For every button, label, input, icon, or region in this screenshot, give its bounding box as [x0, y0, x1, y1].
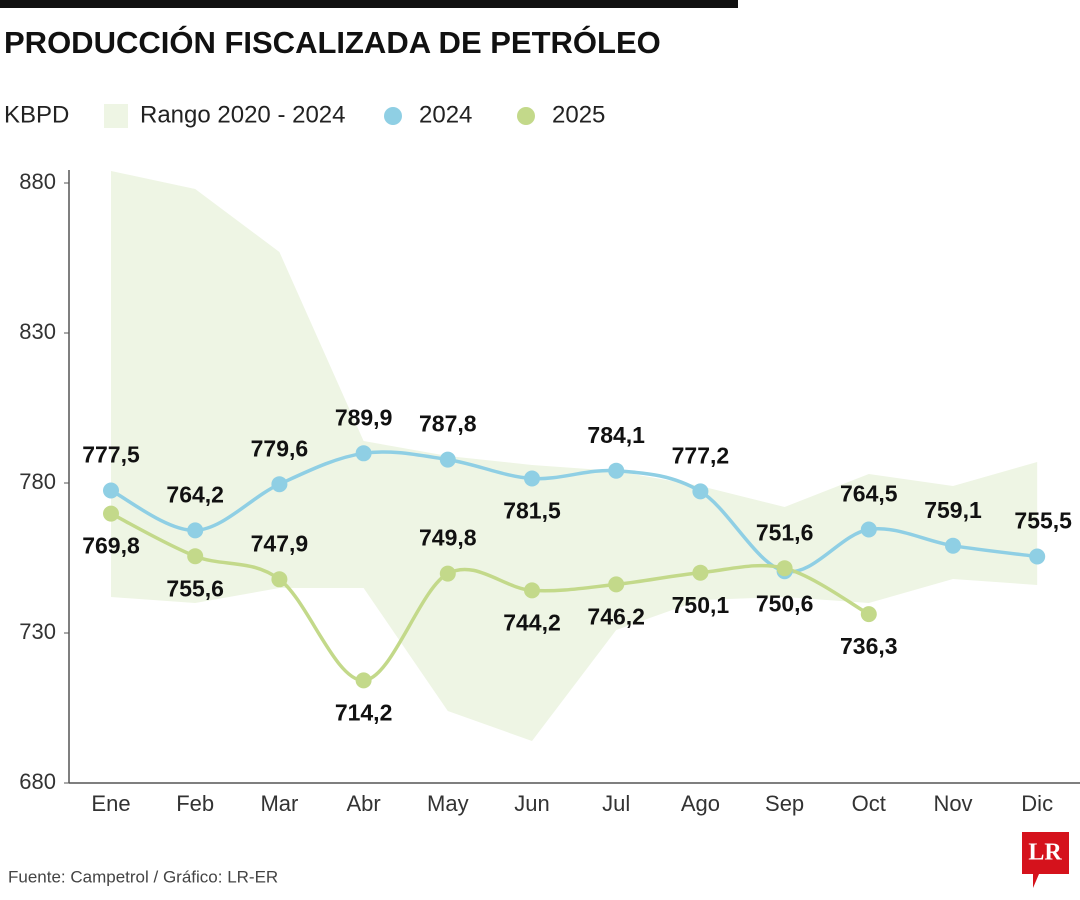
data-point: [187, 548, 204, 565]
logo-text: LR: [1028, 840, 1062, 866]
data-point: [271, 571, 288, 588]
data-label: 779,6: [251, 435, 309, 461]
data-label: 777,2: [672, 442, 730, 468]
data-point: [439, 565, 456, 582]
x-tick-label: Feb: [176, 791, 214, 816]
data-label: 755,6: [166, 575, 224, 601]
data-label: 744,2: [503, 609, 561, 635]
range-band: [111, 171, 1038, 741]
x-tick-label: Jun: [514, 791, 549, 816]
source: Fuente: Campetrol / Gráfico: LR-ER: [8, 867, 278, 886]
y-tick-label: 730: [19, 619, 56, 644]
legend-swatch: [104, 104, 128, 128]
x-tick-label: Sep: [765, 791, 804, 816]
logo: LR: [1022, 832, 1069, 888]
x-tick-label: Ago: [681, 791, 720, 816]
legend-label: Rango 2020 - 2024: [140, 101, 346, 128]
series-line: [110, 512, 870, 683]
data-point: [860, 521, 877, 538]
data-point: [692, 564, 709, 581]
chart-title: PRODUCCIÓN FISCALIZADA DE PETRÓLEO: [4, 24, 661, 60]
data-label: 764,2: [166, 481, 224, 507]
data-label: 789,9: [335, 404, 393, 430]
legend-swatch: [517, 107, 535, 125]
data-point: [355, 445, 372, 462]
legend-label: 2025: [552, 101, 605, 128]
y-tick-label: 780: [19, 469, 56, 494]
data-label: 755,5: [1014, 508, 1072, 534]
data-label: 784,1: [587, 422, 645, 448]
y-tick-label: 880: [19, 169, 56, 194]
x-tick-label: Oct: [852, 791, 886, 816]
data-point: [1029, 548, 1046, 565]
x-tick-label: Jul: [602, 791, 630, 816]
data-point: [271, 476, 288, 493]
y-axis-label: KBPD: [4, 101, 69, 128]
data-label: 781,5: [503, 498, 561, 524]
y-tick-label: 830: [19, 319, 56, 344]
data-label: 750,1: [672, 592, 730, 618]
data-label: 736,3: [840, 633, 898, 659]
legend-label: 2024: [419, 101, 472, 128]
data-point: [187, 522, 204, 539]
data-label: 764,5: [840, 481, 898, 507]
data-label: 714,2: [335, 699, 393, 725]
data-label: 746,2: [587, 603, 645, 629]
data-label: 787,8: [419, 411, 477, 437]
data-point: [439, 451, 456, 468]
data-point: [945, 537, 961, 554]
data-point: [103, 482, 119, 499]
data-label: 777,5: [82, 442, 140, 468]
x-tick-label: Nov: [933, 791, 972, 816]
data-label: 750,6: [756, 590, 814, 616]
data-point: [608, 462, 625, 479]
data-point: [860, 606, 877, 623]
x-tick-label: Dic: [1021, 791, 1053, 816]
data-point: [692, 483, 709, 500]
data-point: [103, 505, 119, 522]
x-tick-label: Abr: [346, 791, 380, 816]
data-label: 769,8: [82, 533, 140, 559]
legend-swatch: [384, 107, 402, 125]
x-tick-label: Mar: [260, 791, 298, 816]
top-bar: [0, 0, 738, 8]
data-point: [355, 672, 372, 689]
data-point: [776, 560, 793, 577]
data-point: [608, 576, 625, 593]
data-label: 751,6: [756, 519, 814, 545]
x-tick-label: Ene: [91, 791, 130, 816]
data-label: 759,1: [924, 497, 982, 523]
data-label: 749,8: [419, 525, 477, 551]
y-tick-label: 680: [19, 769, 56, 794]
data-point: [524, 470, 540, 487]
data-point: [524, 582, 540, 599]
logo-box: [1022, 832, 1069, 888]
x-tick-label: May: [427, 791, 469, 816]
data-label: 747,9: [251, 530, 309, 556]
